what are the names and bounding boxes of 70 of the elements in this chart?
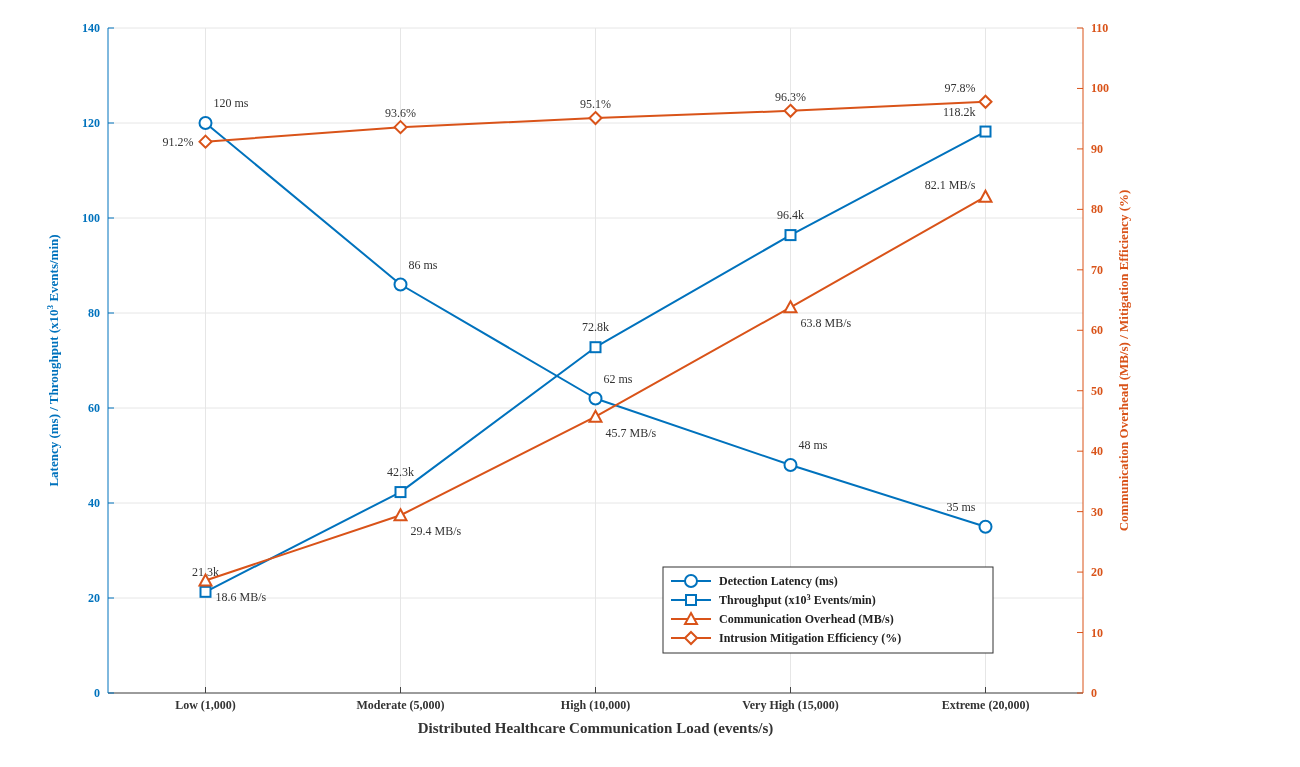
y-tick-label: 60 [88, 401, 100, 415]
data-label: 86 ms [408, 257, 438, 272]
x-tick-label: High (10,000) [560, 698, 631, 712]
point [589, 341, 602, 354]
point [979, 125, 992, 138]
y-tick-label: 140 [82, 21, 100, 35]
y2-tick-label: 40 [1091, 444, 1103, 459]
point [394, 486, 407, 499]
data-label: 62 ms [603, 371, 633, 386]
y-tick-label: 100 [82, 211, 100, 225]
point [588, 111, 603, 126]
x-tick-label: Low (1,000) [175, 698, 236, 712]
data-label: 42.3k [387, 465, 414, 480]
y2-tick-label: 50 [1091, 383, 1103, 398]
data-label: 95.1% [580, 97, 611, 112]
y2-tick-label: 110 [1091, 21, 1109, 35]
data-label: 72.8k [582, 320, 609, 335]
data-label: 96.3% [775, 89, 806, 104]
y2-tick-label: 90 [1091, 141, 1103, 156]
y2-axis-title: Communication Overhead (MB/s) / Mitigation Efficiency (%) [1116, 189, 1131, 532]
data-label: 35 ms [946, 499, 976, 514]
y2-tick-label: 20 [1091, 565, 1103, 580]
point [588, 409, 603, 423]
y-tick-label: 120 [82, 116, 100, 130]
point [393, 120, 408, 135]
point [978, 94, 993, 109]
legend-label: Communication Overhead (MB/s) [719, 612, 894, 626]
y-tick-label: 40 [88, 496, 100, 510]
y-tick-label: 80 [88, 306, 100, 320]
point [784, 229, 797, 242]
x-axis-title: Distributed Healthcare Communication Load (events/s) [417, 720, 774, 737]
data-label: 82.1 MB/s [924, 177, 976, 192]
data-label: 93.6% [385, 106, 416, 121]
y2-tick-label: 60 [1091, 323, 1103, 338]
point [783, 458, 798, 472]
y2-tick-label: 100 [1091, 81, 1109, 96]
y-tick-label: 20 [88, 591, 100, 605]
legend-label: Throughput (x10$^{3}$ Events/min) [719, 592, 876, 607]
y2-tick-label: 70 [1091, 262, 1103, 277]
data-label: 120 ms [213, 96, 249, 110]
data-label: 18.6 MB/s [215, 589, 267, 604]
point [978, 189, 993, 203]
data-label: 45.7 MB/s [605, 425, 657, 440]
data-label: 21.3k [192, 564, 219, 579]
x-tick-label: Moderate (5,000) [356, 698, 445, 712]
point [198, 116, 213, 130]
y2-tick-label: 30 [1091, 504, 1103, 519]
legend-label: Intrusion Mitigation Efficiency (%) [719, 631, 902, 645]
point [199, 585, 212, 598]
data-label: 91.2% [162, 134, 194, 149]
point [393, 277, 408, 292]
data-label: 97.8% [944, 80, 976, 95]
point [783, 300, 798, 314]
y2-tick-label: 80 [1091, 202, 1103, 217]
x-tick-label: Very High (15,000) [742, 698, 839, 712]
data-label: 63.8 MB/s [800, 316, 852, 331]
point [783, 103, 798, 118]
y-tick-label: 0 [94, 686, 100, 700]
data-label: 48 ms [798, 438, 828, 452]
y2-tick-label: 10 [1091, 625, 1103, 640]
data-label: 96.4k [777, 208, 804, 223]
data-label: 118.2k [942, 104, 976, 119]
legend-label: Detection Latency (ms) [719, 574, 838, 588]
point [978, 519, 993, 534]
x-tick-label: Extreme (20,000) [941, 698, 1030, 712]
y2-tick-label: 0 [1091, 686, 1097, 700]
point [588, 391, 603, 406]
point [393, 508, 408, 522]
point [198, 134, 213, 149]
data-label: 29.4 MB/s [410, 524, 462, 539]
